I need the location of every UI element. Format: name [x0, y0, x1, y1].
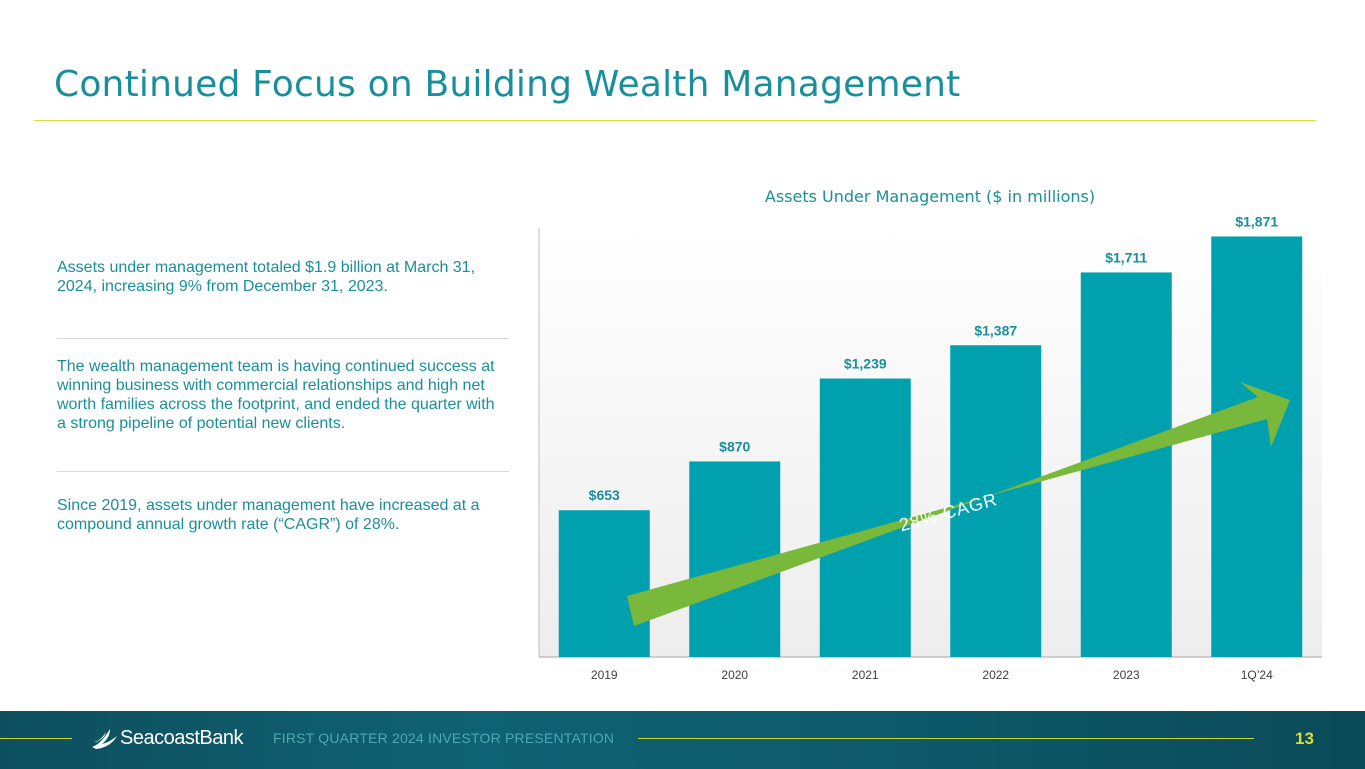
x-tick-label-3: 2022 — [982, 668, 1009, 682]
presentation-label: FIRST QUARTER 2024 INVESTOR PRESENTATION — [273, 730, 615, 746]
data-label-5: $1,871 — [1235, 213, 1278, 229]
page-number: 13 — [1295, 729, 1314, 748]
x-tick-label-5: 1Q’24 — [1241, 668, 1273, 682]
footer-rule-left — [0, 738, 72, 739]
slide-title: Continued Focus on Building Wealth Manag… — [54, 64, 961, 105]
x-tick-label-4: 2023 — [1113, 668, 1140, 682]
seacoast-bird-icon — [92, 729, 117, 749]
bar-5 — [1211, 236, 1303, 658]
seacoast-logo: SeacoastBank — [90, 723, 243, 753]
data-label-4: $1,711 — [1105, 249, 1147, 265]
bar-2 — [819, 378, 911, 657]
bullet-team-success: The wealth management team is having con… — [57, 358, 495, 432]
chart-title: Assets Under Management ($ in millions) — [764, 187, 1096, 206]
bullet-cagr: Since 2019, assets under management have… — [57, 497, 480, 533]
bullet-divider — [57, 471, 509, 472]
data-label-2: $1,239 — [844, 356, 887, 372]
bullet-aum-total: Assets under management totaled $1.9 bil… — [57, 259, 476, 295]
cagr-arrow-shape — [627, 382, 1290, 626]
data-label-1: $870 — [719, 438, 750, 454]
bar-0 — [558, 510, 650, 657]
data-label-3: $1,387 — [974, 322, 1017, 338]
brand-name: SeacoastBank — [120, 726, 243, 749]
footer-bar: SeacoastBank FIRST QUARTER 2024 INVESTOR… — [0, 711, 1365, 769]
bar-3 — [950, 345, 1042, 657]
x-tick-label-0: 2019 — [591, 668, 618, 682]
bullet-list: Assets under management totaled $1.9 bil… — [57, 258, 509, 534]
x-tick-label-1: 2020 — [721, 668, 748, 682]
footer-rule-right — [638, 738, 1254, 739]
bullet-divider — [57, 338, 509, 339]
data-label-0: $653 — [589, 487, 620, 503]
bar-series: $653 2019 $870 2020 $1,239 2021 $1,387 2022 $1,7… — [558, 213, 1303, 682]
x-tick-label-2: 2021 — [852, 668, 879, 682]
title-divider — [34, 120, 1316, 121]
